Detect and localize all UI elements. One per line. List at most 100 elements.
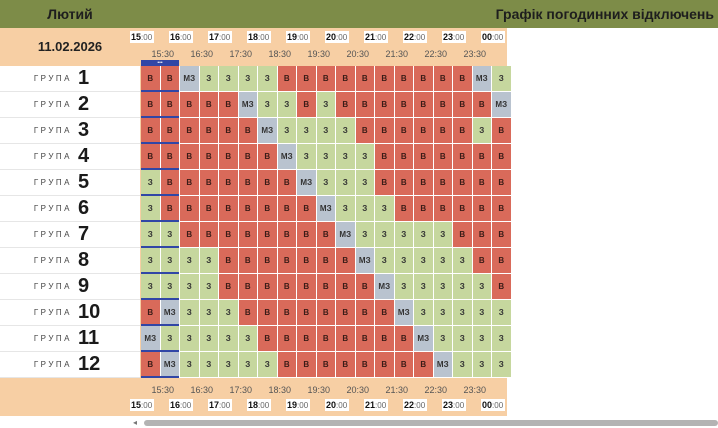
schedule-cell[interactable]: В (394, 144, 414, 170)
schedule-cell[interactable]: З (180, 274, 200, 300)
schedule-cell[interactable]: З (238, 352, 258, 378)
schedule-cell[interactable]: З (180, 326, 200, 352)
schedule-cell[interactable]: В (375, 170, 395, 196)
schedule-cell[interactable]: З (453, 326, 473, 352)
schedule-cell[interactable]: В (355, 66, 375, 92)
schedule-cell[interactable]: З (492, 326, 512, 352)
schedule-cell[interactable]: З (316, 144, 336, 170)
schedule-cell[interactable]: З (336, 118, 356, 144)
schedule-cell[interactable]: З (160, 248, 180, 274)
schedule-cell[interactable]: В (141, 300, 161, 326)
schedule-cell[interactable]: В (277, 66, 297, 92)
schedule-cell[interactable]: В (297, 92, 317, 118)
schedule-cell[interactable]: В (414, 170, 434, 196)
schedule-cell[interactable]: В (141, 66, 161, 92)
schedule-cell[interactable]: В (199, 170, 219, 196)
schedule-cell[interactable]: З (180, 352, 200, 378)
schedule-cell[interactable]: МЗ (180, 66, 200, 92)
schedule-cell[interactable]: В (180, 222, 200, 248)
schedule-cell[interactable]: В (472, 248, 492, 274)
schedule-cell[interactable]: В (355, 118, 375, 144)
schedule-cell[interactable]: В (258, 326, 278, 352)
schedule-cell[interactable]: В (277, 196, 297, 222)
schedule-cell[interactable]: В (375, 118, 395, 144)
schedule-cell[interactable]: В (336, 326, 356, 352)
schedule-cell[interactable]: В (238, 144, 258, 170)
schedule-cell[interactable]: В (258, 170, 278, 196)
schedule-cell[interactable]: З (414, 248, 434, 274)
schedule-cell[interactable]: З (453, 274, 473, 300)
schedule-cell[interactable]: З (433, 248, 453, 274)
schedule-cell[interactable]: З (277, 92, 297, 118)
schedule-cell[interactable]: В (433, 170, 453, 196)
schedule-cell[interactable]: З (180, 248, 200, 274)
schedule-cell[interactable]: З (375, 196, 395, 222)
schedule-cell[interactable]: В (297, 66, 317, 92)
schedule-cell[interactable]: З (258, 352, 278, 378)
schedule-cell[interactable]: З (219, 300, 239, 326)
schedule-cell[interactable]: В (160, 196, 180, 222)
schedule-cell[interactable]: МЗ (472, 66, 492, 92)
schedule-cell[interactable]: В (297, 326, 317, 352)
schedule-cell[interactable]: В (394, 196, 414, 222)
schedule-cell[interactable]: МЗ (160, 352, 180, 378)
schedule-cell[interactable]: В (219, 170, 239, 196)
schedule-cell[interactable]: З (141, 248, 161, 274)
schedule-cell[interactable]: В (336, 300, 356, 326)
schedule-cell[interactable]: В (141, 144, 161, 170)
schedule-cell[interactable]: В (316, 352, 336, 378)
schedule-cell[interactable]: В (297, 248, 317, 274)
schedule-cell[interactable]: В (472, 222, 492, 248)
schedule-cell[interactable]: В (492, 144, 512, 170)
schedule-cell[interactable]: МЗ (492, 92, 512, 118)
schedule-cell[interactable]: В (414, 66, 434, 92)
schedule-cell[interactable]: З (199, 352, 219, 378)
schedule-cell[interactable]: В (199, 222, 219, 248)
schedule-cell[interactable]: З (316, 118, 336, 144)
schedule-cell[interactable]: В (355, 326, 375, 352)
schedule-cell[interactable]: З (199, 326, 219, 352)
schedule-cell[interactable]: В (394, 326, 414, 352)
schedule-cell[interactable]: З (394, 222, 414, 248)
schedule-cell[interactable]: В (199, 196, 219, 222)
schedule-cell[interactable]: МЗ (414, 326, 434, 352)
schedule-cell[interactable]: З (160, 326, 180, 352)
schedule-cell[interactable]: В (180, 170, 200, 196)
schedule-cell[interactable]: З (238, 66, 258, 92)
schedule-cell[interactable]: З (336, 144, 356, 170)
schedule-cell[interactable]: В (160, 92, 180, 118)
schedule-cell[interactable]: МЗ (394, 300, 414, 326)
schedule-cell[interactable]: МЗ (238, 92, 258, 118)
schedule-cell[interactable]: В (199, 144, 219, 170)
schedule-cell[interactable]: В (238, 222, 258, 248)
schedule-cell[interactable]: В (453, 144, 473, 170)
schedule-cell[interactable]: В (219, 196, 239, 222)
schedule-cell[interactable]: В (492, 118, 512, 144)
schedule-cell[interactable]: З (472, 118, 492, 144)
schedule-cell[interactable]: В (277, 352, 297, 378)
schedule-cell[interactable]: В (180, 196, 200, 222)
horizontal-scrollbar[interactable]: ◂ (130, 418, 718, 428)
schedule-cell[interactable]: МЗ (433, 352, 453, 378)
schedule-cell[interactable]: В (258, 300, 278, 326)
schedule-cell[interactable]: В (160, 118, 180, 144)
scroll-thumb[interactable] (144, 420, 718, 426)
schedule-cell[interactable]: З (472, 300, 492, 326)
schedule-cell[interactable]: З (316, 92, 336, 118)
schedule-cell[interactable]: В (433, 118, 453, 144)
schedule-cell[interactable]: МЗ (277, 144, 297, 170)
schedule-cell[interactable]: В (219, 144, 239, 170)
schedule-cell[interactable]: В (433, 144, 453, 170)
schedule-cell[interactable]: З (355, 144, 375, 170)
schedule-cell[interactable]: В (258, 274, 278, 300)
schedule-cell[interactable]: З (160, 222, 180, 248)
schedule-cell[interactable]: В (492, 170, 512, 196)
schedule-cell[interactable]: В (219, 248, 239, 274)
schedule-cell[interactable]: В (492, 274, 512, 300)
schedule-cell[interactable]: В (297, 352, 317, 378)
schedule-cell[interactable]: В (453, 118, 473, 144)
schedule-cell[interactable]: З (297, 144, 317, 170)
schedule-cell[interactable]: В (277, 222, 297, 248)
schedule-cell[interactable]: З (160, 274, 180, 300)
schedule-cell[interactable]: В (394, 66, 414, 92)
